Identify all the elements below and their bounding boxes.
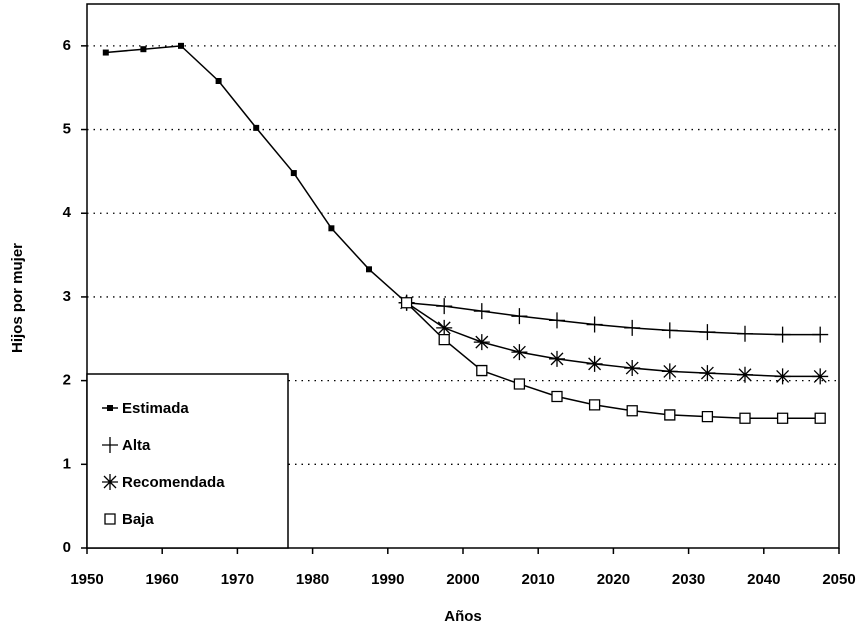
legend-marker xyxy=(104,513,116,525)
data-point xyxy=(586,316,603,333)
x-tick-label: 2050 xyxy=(822,571,855,588)
data-point xyxy=(513,378,526,390)
data-point xyxy=(366,266,372,273)
data-point xyxy=(102,49,109,56)
data-point xyxy=(739,412,751,424)
x-tick-label: 1960 xyxy=(146,571,179,588)
series-line xyxy=(406,302,821,378)
data-point xyxy=(215,77,222,84)
data-point xyxy=(253,124,260,131)
y-tick-label: 4 xyxy=(63,204,72,221)
y-tick-label: 0 xyxy=(63,539,71,556)
data-point xyxy=(626,405,638,417)
data-point xyxy=(661,322,678,339)
data-point xyxy=(473,334,490,351)
series-line xyxy=(406,302,821,420)
data-point xyxy=(549,350,565,367)
x-tick-label: 1980 xyxy=(296,571,329,588)
data-point xyxy=(624,319,641,336)
data-point xyxy=(476,364,488,377)
data-point xyxy=(737,366,753,383)
x-tick-label: 2020 xyxy=(597,571,630,588)
series-line xyxy=(406,302,821,336)
x-tick-label: 2030 xyxy=(672,571,705,588)
data-point xyxy=(473,303,490,320)
data-point xyxy=(586,355,603,372)
data-point xyxy=(436,298,453,315)
data-point xyxy=(814,412,826,424)
data-point xyxy=(664,409,676,421)
data-point xyxy=(436,319,453,336)
data-point xyxy=(588,399,601,411)
x-tick-label: 1970 xyxy=(221,571,254,588)
data-point xyxy=(812,326,829,343)
y-tick-label: 6 xyxy=(63,37,71,54)
data-point xyxy=(701,410,714,423)
x-tick-label: 1950 xyxy=(70,571,103,588)
data-point xyxy=(290,170,297,177)
data-point xyxy=(400,297,413,309)
data-point xyxy=(776,412,789,424)
legend-label: Alta xyxy=(122,437,151,454)
y-tick-label: 2 xyxy=(63,372,71,389)
legend-marker xyxy=(102,437,118,453)
plot-frame xyxy=(86,3,840,549)
legend-label: Recomendada xyxy=(122,474,225,491)
data-point xyxy=(511,344,528,361)
data-point xyxy=(774,326,791,343)
data-point xyxy=(699,324,716,341)
data-point xyxy=(737,325,753,342)
series-line xyxy=(105,45,408,304)
y-tick-label: 5 xyxy=(63,121,71,138)
legend-label: Estimada xyxy=(122,400,189,417)
data-point xyxy=(624,360,641,377)
data-point xyxy=(178,42,184,49)
x-tick-label: 1990 xyxy=(371,571,404,588)
x-tick-label: 2010 xyxy=(522,571,555,588)
data-point xyxy=(551,390,563,403)
legend-marker xyxy=(107,405,113,411)
data-point xyxy=(140,46,147,53)
x-tick-label: 2000 xyxy=(446,571,479,588)
x-tick-label: 2040 xyxy=(747,571,780,588)
legend-marker xyxy=(102,474,118,490)
data-point xyxy=(511,308,528,325)
data-point xyxy=(661,363,678,380)
x-axis-label: Años xyxy=(444,608,482,625)
data-point xyxy=(812,368,829,385)
y-tick-label: 3 xyxy=(63,288,71,305)
data-point xyxy=(549,312,565,329)
y-tick-label: 1 xyxy=(63,455,71,472)
data-point xyxy=(699,365,716,382)
data-point xyxy=(438,333,450,346)
data-point xyxy=(774,368,791,385)
data-point xyxy=(328,225,335,232)
y-axis-label: Hijos por mujer xyxy=(9,243,26,353)
legend-box xyxy=(86,373,289,549)
legend-label: Baja xyxy=(122,511,154,528)
